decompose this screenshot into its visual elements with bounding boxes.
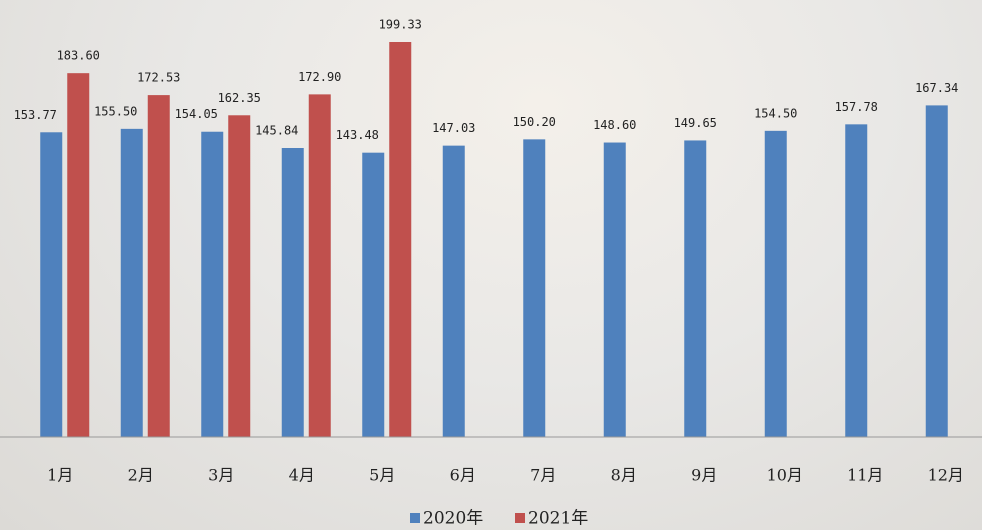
value-label: 162.35 — [218, 91, 261, 105]
bar — [523, 139, 546, 437]
value-label: 155.50 — [94, 104, 137, 118]
bar — [228, 115, 251, 437]
value-label: 150.20 — [513, 115, 556, 129]
bar — [603, 142, 626, 438]
x-tick-label: 2月 — [128, 466, 154, 485]
bar — [764, 130, 787, 437]
legend-label: 2021年 — [528, 509, 588, 529]
x-tick-label: 12月 — [928, 466, 964, 485]
bar — [362, 152, 385, 438]
value-label: 157.78 — [835, 100, 878, 114]
value-label: 149.65 — [674, 116, 717, 130]
x-tick-label: 11月 — [847, 466, 883, 485]
value-label: 143.48 — [336, 128, 379, 142]
value-label: 145.84 — [255, 123, 298, 137]
legend-label: 2020年 — [423, 509, 483, 529]
bar — [845, 124, 868, 437]
x-tick-label: 4月 — [289, 466, 315, 485]
value-label: 154.05 — [175, 107, 218, 121]
bar — [120, 128, 143, 437]
x-tick-label: 7月 — [530, 466, 556, 485]
value-label: 172.53 — [137, 71, 180, 85]
value-label: 199.33 — [379, 18, 422, 32]
legend-swatch — [515, 513, 525, 523]
bar — [201, 131, 224, 438]
bar — [281, 147, 304, 437]
value-label: 172.90 — [298, 70, 341, 84]
legend-swatch — [410, 513, 420, 523]
bar — [67, 73, 90, 437]
value-label: 148.60 — [593, 118, 636, 132]
bar — [389, 42, 412, 437]
value-label: 153.77 — [14, 108, 57, 122]
value-label: 183.60 — [57, 49, 100, 63]
x-tick-label: 8月 — [611, 466, 637, 485]
x-tick-label: 9月 — [691, 466, 717, 485]
value-label: 154.50 — [754, 106, 797, 120]
x-tick-label: 6月 — [450, 466, 476, 485]
bar — [442, 145, 465, 437]
value-label: 167.34 — [915, 81, 958, 95]
bar — [147, 95, 170, 437]
bar — [925, 105, 948, 438]
value-label: 147.03 — [432, 121, 475, 135]
bar — [684, 140, 707, 437]
x-tick-label: 1月 — [47, 466, 73, 485]
bar — [308, 94, 331, 438]
x-tick-label: 5月 — [369, 466, 395, 485]
x-tick-label: 10月 — [767, 466, 803, 485]
bar — [40, 132, 63, 437]
x-tick-label: 3月 — [208, 466, 234, 485]
